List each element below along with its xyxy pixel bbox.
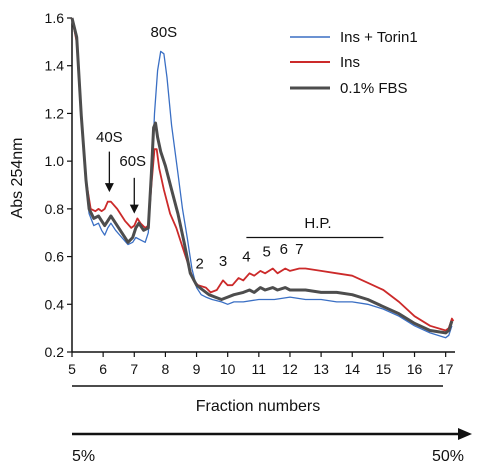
y-tick-label: 0.8 (45, 201, 65, 217)
x-tick-label: 14 (344, 361, 360, 377)
y-tick-label: 0.6 (45, 249, 65, 265)
x-tick-label: 6 (99, 361, 107, 377)
annotation-label: 4 (242, 248, 250, 265)
series-line-ins-torin1 (71, 17, 453, 339)
legend-label-ins: Ins (340, 54, 360, 71)
x-tick-label: 7 (130, 361, 138, 377)
arrowhead-icon (129, 204, 139, 214)
x-tick-label: 16 (407, 361, 423, 377)
legend-label-fbs: 0.1% FBS (340, 80, 408, 97)
x-tick-label: 12 (282, 361, 298, 377)
series-group (70, 17, 455, 339)
x-tick-label: 9 (193, 361, 201, 377)
gradient-end-label: 50% (432, 448, 464, 465)
gradient-arrowhead-icon (458, 428, 472, 440)
x-tick-label: 13 (313, 361, 329, 377)
x-tick-label: 11 (252, 361, 267, 377)
x-tick-label: 8 (162, 361, 170, 377)
y-tick-label: 1.2 (45, 105, 65, 121)
arrowhead-icon (104, 183, 114, 193)
annotation-label: 40S (96, 129, 123, 146)
y-tick-label: 1.4 (45, 58, 65, 74)
gradient-arrow: 5% 50% (72, 428, 472, 465)
y-tick-label: 0.4 (45, 296, 65, 312)
x-tick-label: 17 (438, 361, 454, 377)
series-line-fbs (70, 17, 454, 335)
x-axis-label: Fraction numbers (196, 398, 321, 415)
x-tick-label: 5 (68, 361, 76, 377)
gradient-start-label: 5% (72, 448, 95, 465)
annotation-label: H.P. (304, 215, 331, 232)
annotation-label: 3 (219, 253, 227, 270)
y-axis-label: Abs 254nm (9, 138, 26, 219)
y-tick-label: 0.2 (45, 344, 65, 360)
y-tick-label: 1.0 (45, 153, 65, 169)
x-ticks: 5 6 7 8 9 10 11 12 13 14 15 16 17 (68, 352, 454, 377)
series-line-ins (71, 17, 455, 332)
x-tick-label: 10 (220, 361, 236, 377)
legend: Ins + Torin1 Ins 0.1% FBS (290, 29, 418, 97)
annotation-group: 80S 40S 60S 2 3 4 5 6 7H.P. (96, 24, 384, 273)
y-tick-label: 1.6 (45, 10, 65, 26)
axes-group: 5 6 7 8 9 10 11 12 13 14 15 16 17 0.20.40.60.81.01.2… (45, 10, 455, 377)
x-tick-label: 15 (376, 361, 392, 377)
legend-label-ins-torin1: Ins + Torin1 (340, 29, 418, 46)
annotation-label: 2 (195, 256, 203, 273)
annotation-label: 60S (119, 153, 146, 170)
annotation-label: 6 (280, 241, 288, 258)
y-ticks: 0.2 0.4 0.6 0.8 1.0 1.2 1.4 1.6 (45, 10, 72, 360)
annotation-label: 80S (151, 24, 178, 41)
annotation-label: 5 (262, 244, 270, 261)
annotation-label: 7 (295, 241, 303, 258)
